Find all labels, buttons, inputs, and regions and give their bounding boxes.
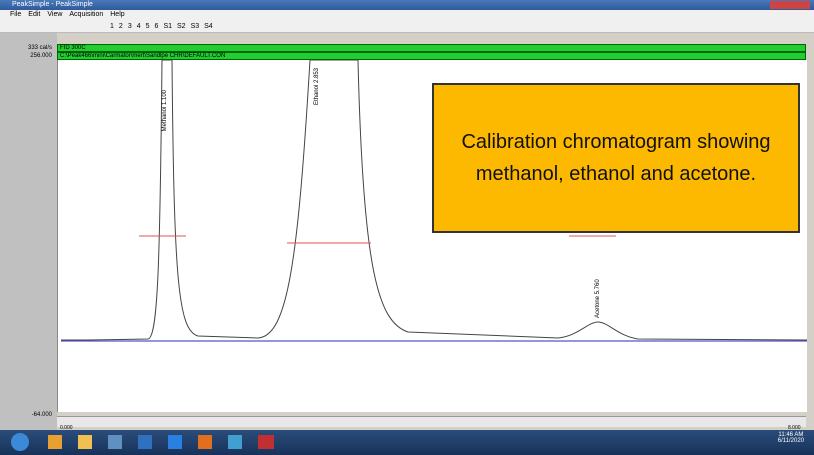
app-icon[interactable] bbox=[198, 435, 212, 449]
title-bar: PeakSimple - PeakSimple bbox=[0, 0, 814, 10]
app-icon[interactable] bbox=[48, 435, 62, 449]
taskbar bbox=[0, 430, 814, 455]
app-icon[interactable] bbox=[168, 435, 182, 449]
app-icon[interactable] bbox=[258, 435, 274, 449]
set-button[interactable]: S1 bbox=[163, 23, 172, 30]
ymin-label: -64.000 bbox=[0, 412, 52, 418]
channel-button[interactable]: 2 bbox=[119, 23, 123, 30]
menu-item[interactable]: Edit bbox=[28, 11, 40, 18]
menu-item[interactable]: Acquisition bbox=[69, 11, 103, 18]
app-icon[interactable] bbox=[108, 435, 122, 449]
channel-button[interactable]: 4 bbox=[137, 23, 141, 30]
set-button[interactable]: S3 bbox=[191, 23, 200, 30]
start-button[interactable] bbox=[11, 433, 29, 451]
app-icon[interactable] bbox=[228, 435, 242, 449]
scrollbar[interactable] bbox=[57, 416, 806, 427]
callout: Calibration chromatogram showing methano… bbox=[432, 83, 800, 233]
app-icon[interactable] bbox=[138, 435, 152, 449]
clock: 11:46 AM 6/11/2020 bbox=[778, 432, 804, 444]
detector-row: FID 300C bbox=[57, 44, 806, 52]
channel-button[interactable]: 6 bbox=[155, 23, 159, 30]
channel-button[interactable]: 1 bbox=[110, 23, 114, 30]
app-window: PeakSimple - PeakSimple File Edit View Acqu… bbox=[0, 0, 814, 455]
menu-bar: File Edit View Acquisition Help bbox=[0, 10, 814, 20]
menu-item[interactable]: Help bbox=[110, 11, 124, 18]
scale-label: 333 cal/s bbox=[0, 45, 52, 51]
menu-item[interactable]: View bbox=[47, 11, 62, 18]
set-button[interactable]: S4 bbox=[204, 23, 213, 30]
ymax-label: 256.000 bbox=[0, 53, 52, 59]
path-row: C:\Peak466\mini\Carmator\mert\Sandlpe CH… bbox=[57, 52, 806, 60]
peak-label: Methanol 1.100 bbox=[162, 89, 168, 131]
peak-label: Ethanol 2.853 bbox=[314, 67, 320, 105]
channel-button[interactable]: 3 bbox=[128, 23, 132, 30]
peak-label: Acetone 5.760 bbox=[595, 279, 601, 318]
window-controls[interactable] bbox=[770, 1, 810, 9]
date: 6/11/2020 bbox=[778, 438, 804, 444]
left-panel bbox=[0, 33, 57, 430]
set-button[interactable]: S2 bbox=[177, 23, 186, 30]
menu-item[interactable]: File bbox=[10, 11, 21, 18]
taskbar-icons bbox=[0, 430, 300, 455]
channel-button[interactable]: 5 bbox=[146, 23, 150, 30]
app-icon[interactable] bbox=[78, 435, 92, 449]
